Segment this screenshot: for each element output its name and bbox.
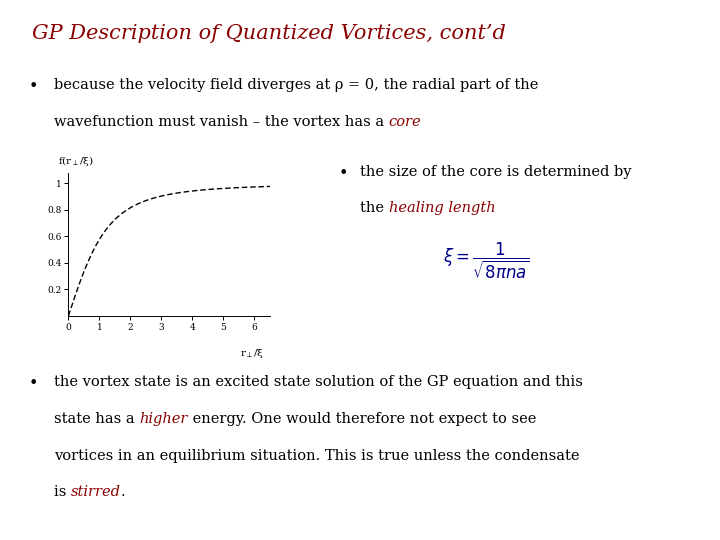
Text: higher: higher (139, 412, 188, 426)
Text: r$_\perp$/ξ: r$_\perp$/ξ (240, 347, 264, 360)
Text: GP Description of Quantized Vortices, cont’d: GP Description of Quantized Vortices, co… (32, 24, 506, 43)
Text: wavefunction must vanish – the vortex has a: wavefunction must vanish – the vortex ha… (54, 115, 389, 129)
Text: healing length: healing length (389, 201, 495, 215)
Text: state has a: state has a (54, 412, 139, 426)
Text: •: • (29, 78, 38, 95)
Text: wavefunction must vanish – the vortex has a: wavefunction must vanish – the vortex ha… (54, 115, 389, 129)
Text: .: . (121, 485, 125, 500)
Text: the: the (360, 201, 389, 215)
Text: the size of the core is determined by: the size of the core is determined by (360, 165, 631, 179)
Text: •: • (29, 375, 38, 392)
Text: core: core (389, 115, 421, 129)
Text: because the velocity field diverges at ρ = 0, the radial part of the: because the velocity field diverges at ρ… (54, 78, 539, 92)
Text: the vortex state is an excited state solution of the GP equation and this: the vortex state is an excited state sol… (54, 375, 583, 389)
Text: •: • (338, 165, 348, 181)
Text: is: is (54, 485, 71, 500)
Text: stirred: stirred (71, 485, 121, 500)
Text: energy. One would therefore not expect to see: energy. One would therefore not expect t… (188, 412, 536, 426)
Text: vortices in an equilibrium situation. This is true unless the condensate: vortices in an equilibrium situation. Th… (54, 449, 580, 463)
Text: f(r$_\perp$/ξ): f(r$_\perp$/ξ) (58, 154, 94, 168)
Text: $\xi = \dfrac{1}{\sqrt{8\pi n a}}$: $\xi = \dfrac{1}{\sqrt{8\pi n a}}$ (443, 240, 530, 281)
